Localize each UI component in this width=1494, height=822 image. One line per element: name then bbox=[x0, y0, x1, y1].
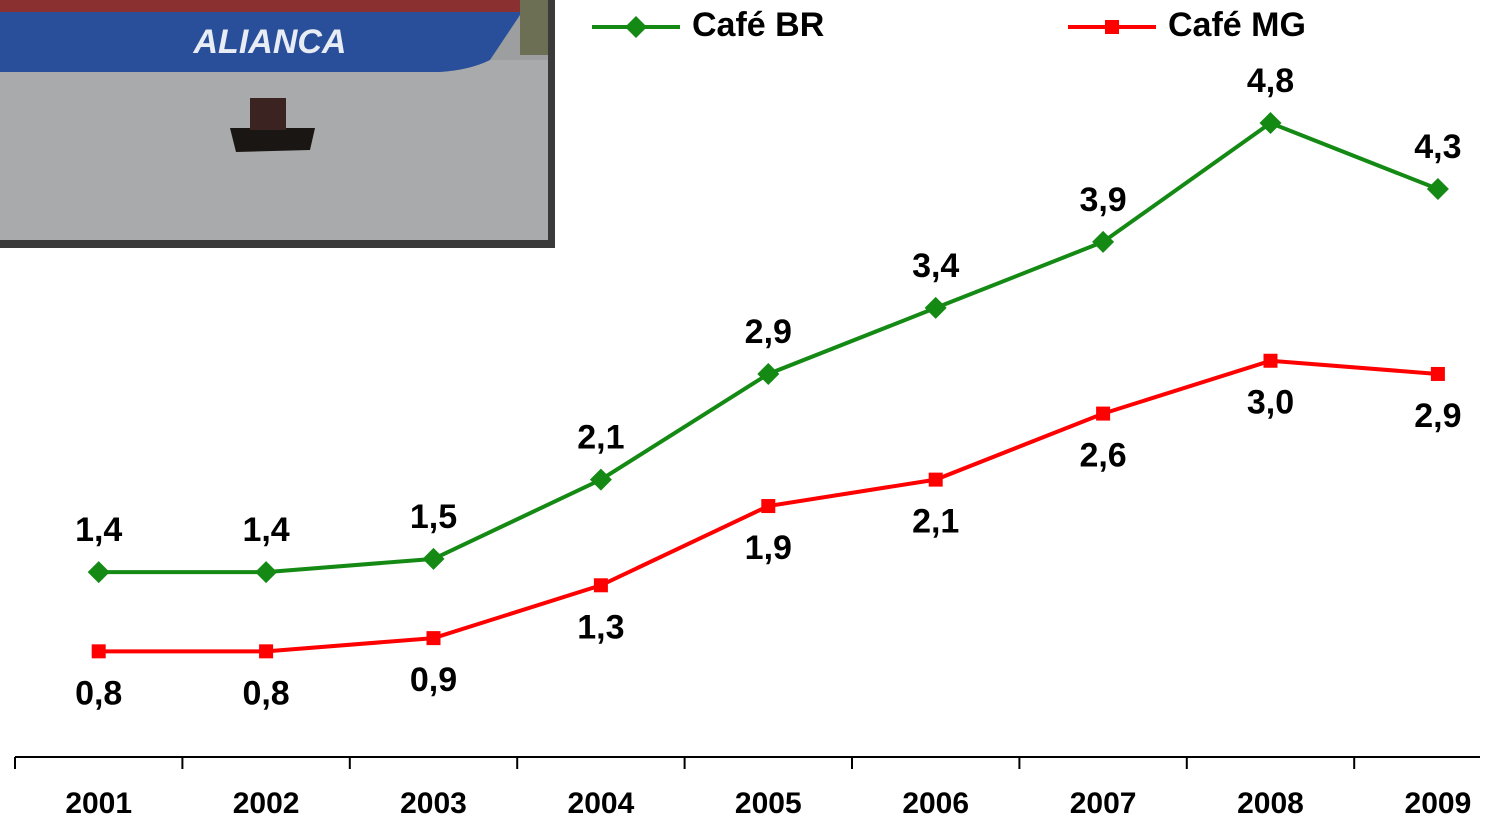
point bbox=[761, 499, 776, 514]
point bbox=[1259, 112, 1282, 134]
point bbox=[255, 561, 278, 584]
legend-marker bbox=[1105, 20, 1119, 34]
x-tick-label: 2008 bbox=[1237, 787, 1304, 820]
point bbox=[1096, 406, 1111, 421]
x-tick-label: 2002 bbox=[233, 787, 300, 820]
value-label: 3,9 bbox=[1079, 181, 1126, 219]
value-label: 2,6 bbox=[1079, 437, 1126, 475]
x-tick-label: 2004 bbox=[568, 787, 635, 820]
x-tick-label: 2001 bbox=[65, 787, 132, 820]
x-tick-label: 2007 bbox=[1070, 787, 1137, 820]
legend-label: Café MG bbox=[1168, 6, 1306, 44]
value-label: 1,4 bbox=[75, 511, 122, 549]
value-label: 3,4 bbox=[912, 247, 959, 285]
point bbox=[422, 547, 445, 570]
legend-label: Café BR bbox=[692, 6, 824, 44]
x-tick-label: 2003 bbox=[400, 787, 467, 820]
x-tick-label: 2006 bbox=[902, 787, 969, 820]
value-label: 0,8 bbox=[242, 674, 289, 712]
value-label: 4,8 bbox=[1247, 62, 1294, 100]
point bbox=[87, 561, 110, 584]
legend-marker bbox=[625, 16, 647, 38]
value-label: 2,9 bbox=[745, 313, 792, 351]
point bbox=[1263, 353, 1278, 368]
point bbox=[924, 296, 947, 319]
photo: ALIANCA bbox=[0, 0, 555, 248]
point bbox=[91, 644, 106, 659]
point bbox=[426, 631, 441, 646]
value-label: 3,0 bbox=[1247, 384, 1294, 422]
value-label: 1,4 bbox=[242, 511, 289, 549]
point bbox=[757, 362, 780, 385]
value-label: 1,5 bbox=[410, 498, 457, 536]
point bbox=[259, 644, 274, 659]
point bbox=[1430, 366, 1445, 381]
point bbox=[593, 578, 608, 593]
value-label: 2,1 bbox=[577, 419, 624, 457]
point bbox=[1092, 230, 1115, 253]
value-label: 0,8 bbox=[75, 674, 122, 712]
value-label: 2,9 bbox=[1414, 397, 1461, 435]
point bbox=[928, 472, 943, 487]
value-label: 1,3 bbox=[577, 608, 624, 646]
value-label: 4,3 bbox=[1414, 128, 1461, 166]
value-label: 2,1 bbox=[912, 503, 959, 541]
x-tick-label: 2009 bbox=[1405, 787, 1472, 820]
point bbox=[1426, 178, 1449, 201]
point bbox=[589, 468, 612, 491]
svg-text:ALIANCA: ALIANCA bbox=[193, 23, 347, 61]
value-label: 0,9 bbox=[410, 661, 457, 699]
value-label: 1,9 bbox=[745, 529, 792, 567]
x-tick-label: 2005 bbox=[735, 787, 802, 820]
